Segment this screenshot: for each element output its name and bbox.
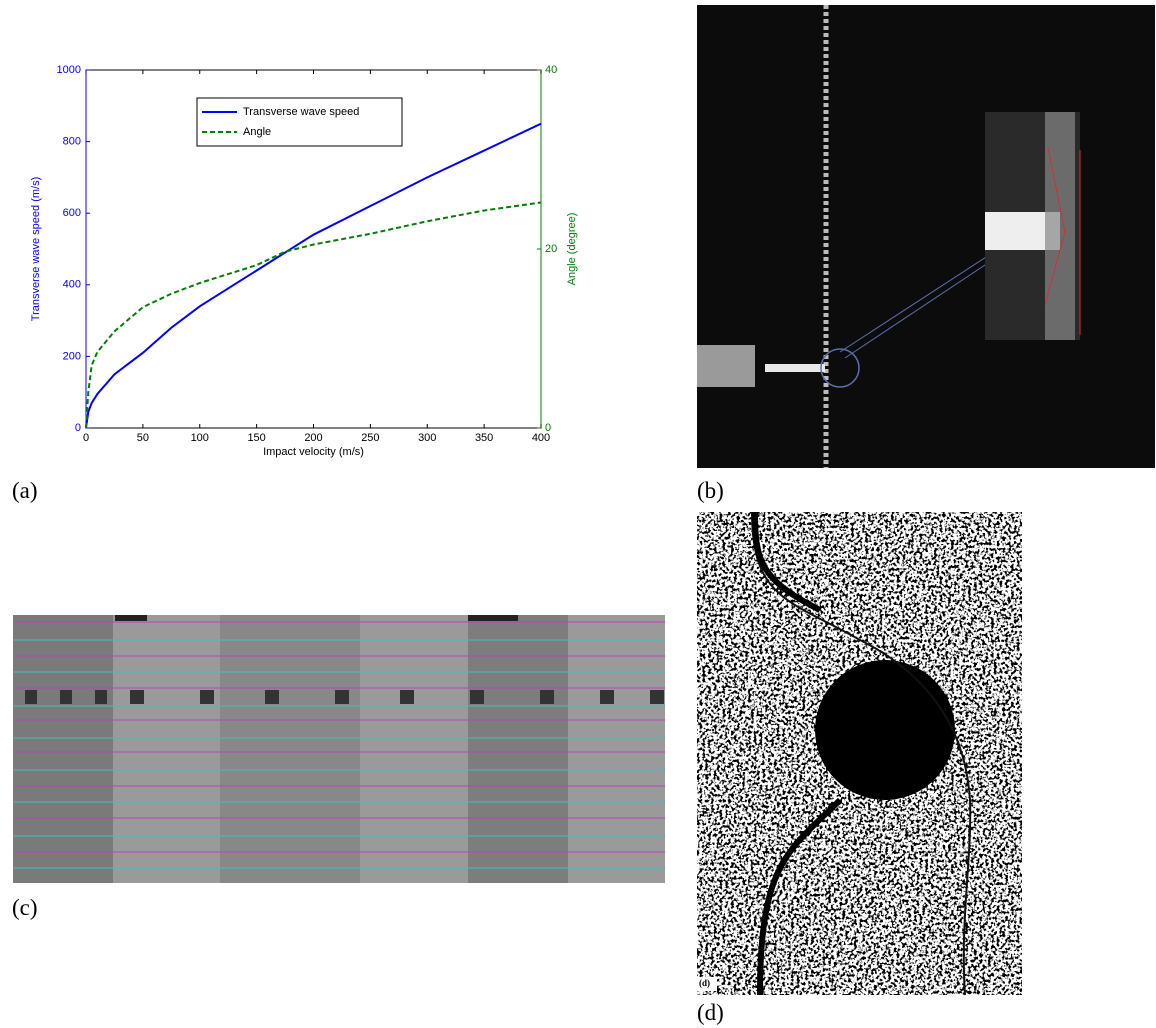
strip <box>13 615 113 883</box>
legend-label: Angle <box>243 126 271 138</box>
wave-front <box>751 511 972 996</box>
x-tick-label: 350 <box>475 432 493 444</box>
wire-trace <box>752 511 843 996</box>
inset-contour <box>1044 147 1066 306</box>
image-bg <box>697 5 1155 468</box>
projectile <box>765 364 825 372</box>
x-axis-label: Impact velocity (m/s) <box>263 446 364 458</box>
strip <box>468 615 568 883</box>
blocks <box>25 690 664 704</box>
series-line <box>85 122 542 429</box>
y-tick-label: 400 <box>63 279 81 291</box>
chart: 0 50 100 150 200 250 300 350 4000200400600800100… <box>30 64 578 458</box>
y2-tick-label: 0 <box>545 422 551 434</box>
zoom-line <box>844 254 1001 359</box>
corner-label-bg <box>697 977 717 991</box>
image-d <box>697 511 1022 996</box>
strip <box>115 615 147 621</box>
x-tick-label: 250 <box>361 432 379 444</box>
panel-label: (b) <box>697 478 724 503</box>
corner-label: (d) <box>699 978 710 988</box>
y2-axis-label: Angle (degree) <box>566 213 578 286</box>
x-tick-label: 0 <box>83 432 89 444</box>
y-tick-label: 200 <box>63 350 81 362</box>
panel-label: (c) <box>12 895 38 920</box>
projectile-holder <box>697 345 755 387</box>
y2-tick-label: 40 <box>545 64 557 76</box>
panel-label: (d) <box>697 1000 724 1025</box>
panel-label: (a) <box>12 478 38 503</box>
strip <box>468 615 518 621</box>
image-b <box>697 5 1155 468</box>
zoom-line <box>839 247 1001 353</box>
y-axis-label: Transverse wave speed (m/s) <box>30 177 42 321</box>
image-c <box>13 615 665 883</box>
y-tick-label: 800 <box>63 136 81 148</box>
zoom-circle <box>820 348 860 388</box>
legend-label: Transverse wave speed <box>243 106 359 118</box>
x-tick-label: 200 <box>304 432 322 444</box>
series-line <box>85 201 542 429</box>
y2-tick-label: 20 <box>545 243 557 255</box>
x-tick-label: 150 <box>247 432 265 444</box>
x-tick-label: 400 <box>532 432 550 444</box>
y-tick-label: 1000 <box>57 64 81 76</box>
x-tick-label: 300 <box>418 432 436 444</box>
inset-wire <box>1045 112 1075 340</box>
particle <box>815 660 955 800</box>
x-tick-label: 100 <box>191 432 209 444</box>
x-tick-label: 50 <box>137 432 149 444</box>
legend-box <box>196 97 403 147</box>
y-tick-label: 0 <box>75 422 81 434</box>
y-tick-label: 600 <box>63 207 81 219</box>
strip <box>220 615 360 883</box>
